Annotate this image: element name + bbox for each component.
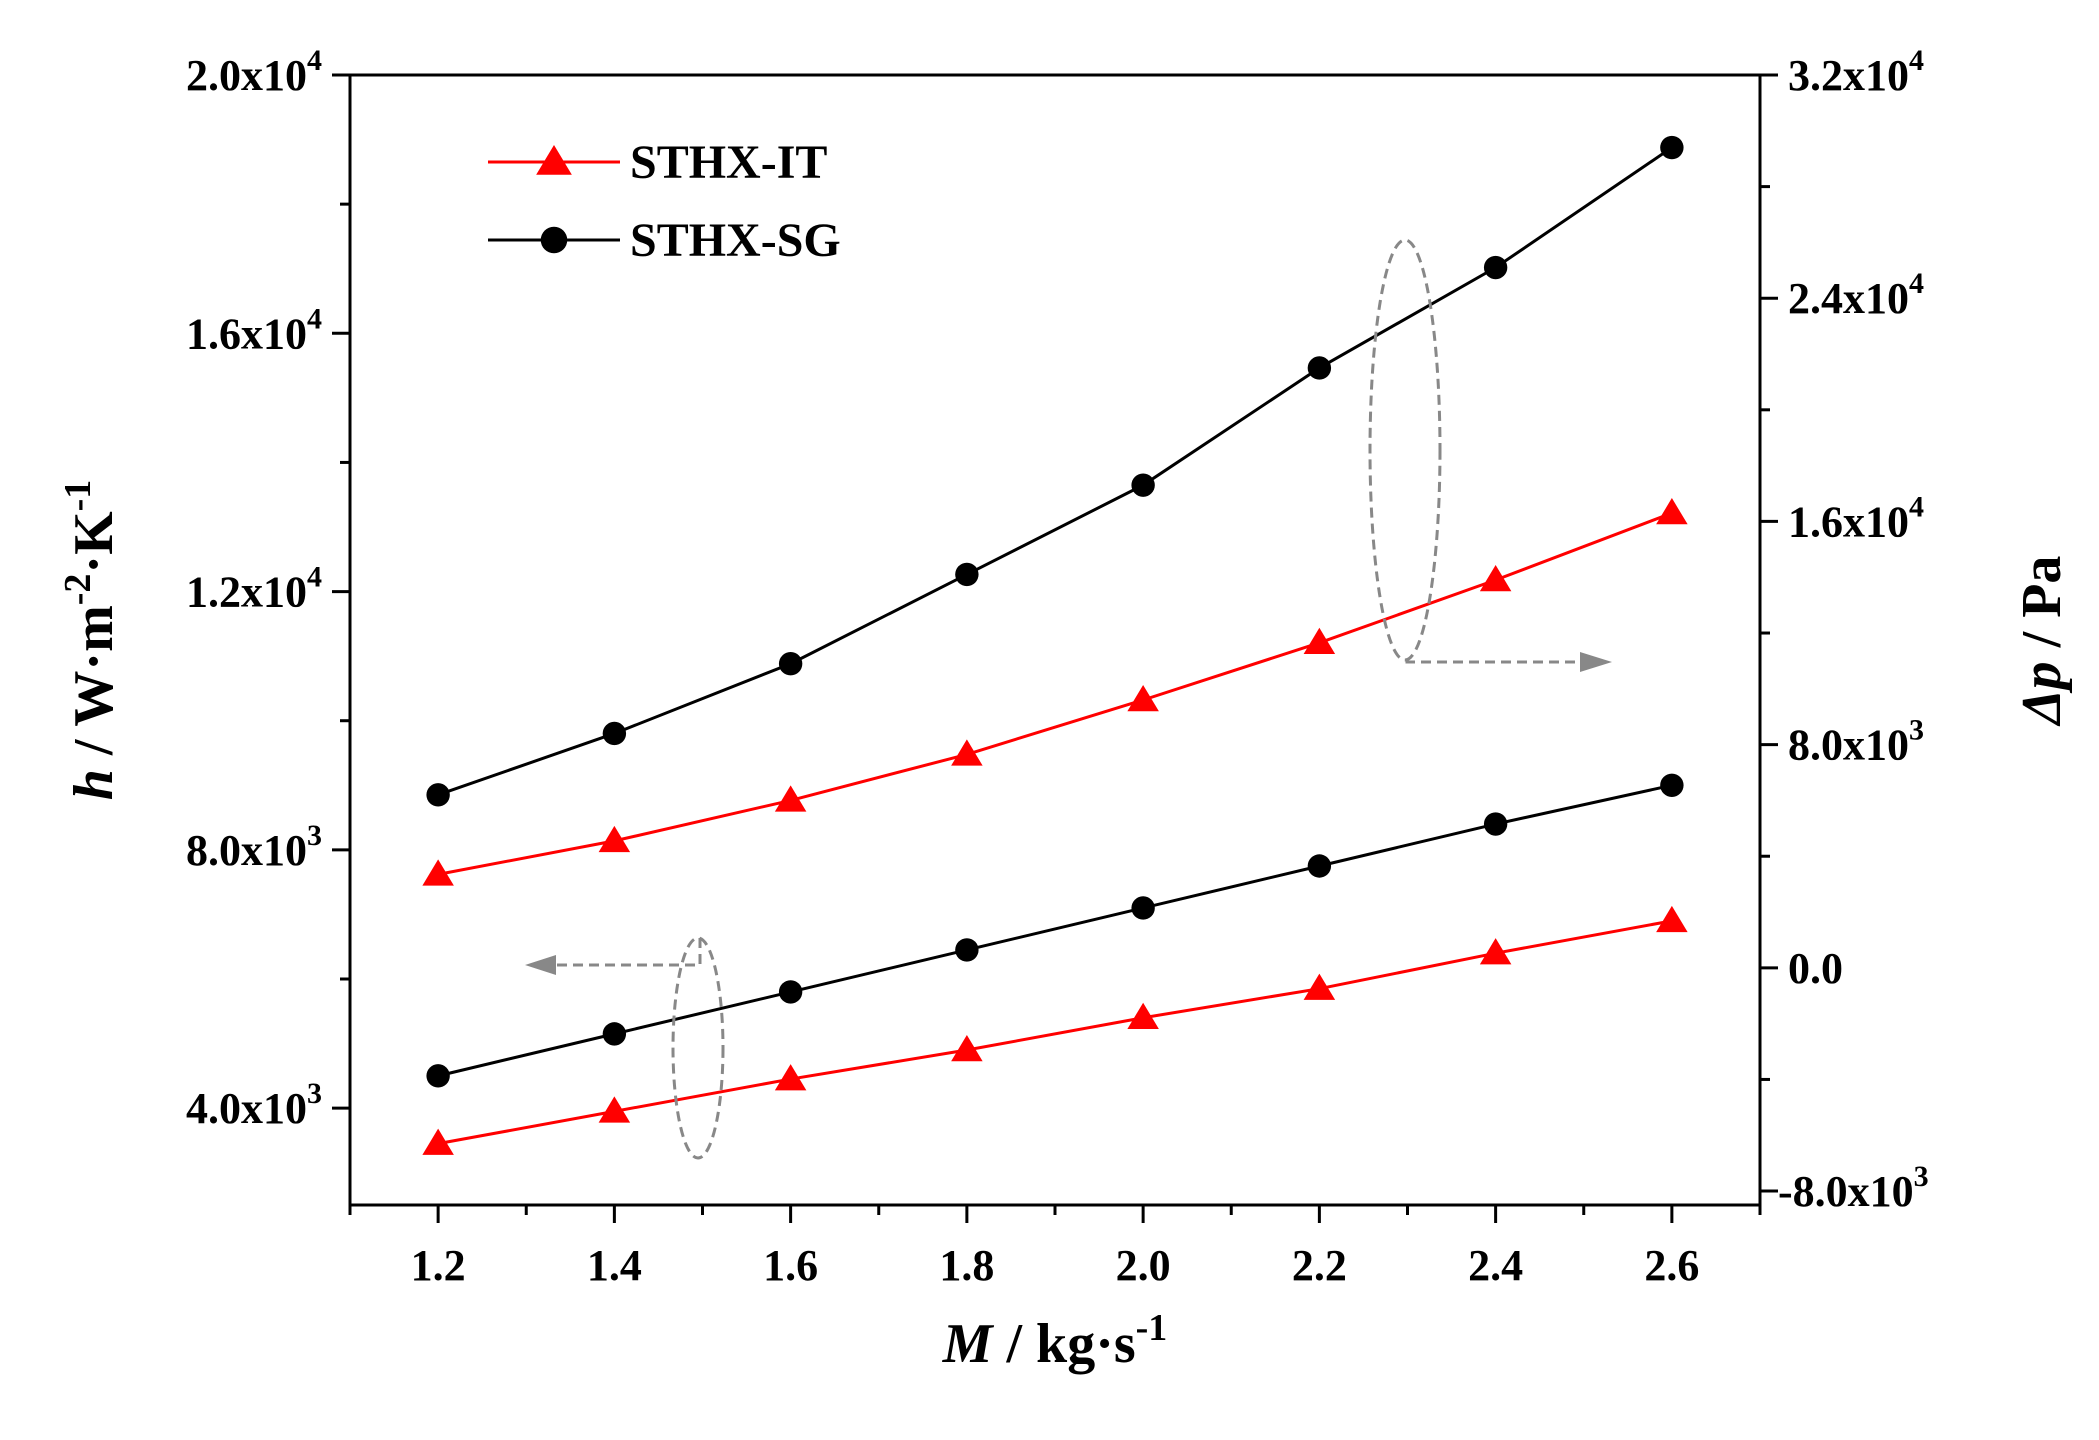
annotation-ellipse-left bbox=[671, 936, 725, 1160]
legend-marker bbox=[540, 226, 568, 254]
y-left-tick-label: 1.2x104 bbox=[186, 561, 322, 617]
triangle-marker bbox=[1479, 565, 1512, 592]
circle-marker bbox=[1131, 896, 1155, 920]
triangle-marker bbox=[1127, 684, 1159, 712]
circle-marker bbox=[1483, 255, 1508, 280]
x-tick-label: 2.2 bbox=[1292, 1241, 1347, 1290]
triangle-marker bbox=[1656, 905, 1688, 933]
circle-marker bbox=[426, 783, 450, 807]
y-right-tick-label: 8.0x103 bbox=[1788, 714, 1924, 770]
legend-entry: STHX-IT bbox=[488, 136, 827, 189]
y-right-tick-label: 0.0 bbox=[1788, 944, 1843, 993]
y-right-tick-label: 1.6x104 bbox=[1788, 490, 1924, 546]
triangle-marker bbox=[422, 859, 454, 886]
x-axis-label: M / kg·s-1 bbox=[942, 1307, 1168, 1375]
legend-label: STHX-SG bbox=[630, 214, 841, 267]
series-line bbox=[437, 919, 1673, 1146]
y-left-tick-label: 2.0x104 bbox=[186, 44, 322, 100]
x-tick-label: 1.2 bbox=[411, 1241, 466, 1290]
x-tick-label: 2.4 bbox=[1468, 1241, 1523, 1290]
x-axis: 1.2 1.4 1.6 1.8 2.0 2.2 2.4 2.6 bbox=[348, 1205, 1762, 1290]
series-line bbox=[437, 511, 1673, 876]
circle-marker bbox=[1307, 356, 1332, 380]
triangle-marker bbox=[1479, 938, 1512, 965]
series-sthx-sg-left bbox=[426, 773, 1684, 1088]
y-axis-left: 4.0x103 8.0x103 1.2x104 1.6x104 2.0x104 bbox=[186, 44, 350, 1133]
triangle-marker bbox=[1656, 498, 1688, 525]
x-tick-label: 1.4 bbox=[587, 1241, 642, 1290]
triangle-marker bbox=[774, 1064, 807, 1091]
triangle-marker bbox=[951, 1035, 983, 1062]
annotation-left-arrow bbox=[525, 936, 725, 1160]
annotation-ellipse-right bbox=[1368, 238, 1442, 662]
series-line bbox=[437, 146, 1673, 797]
circle-marker bbox=[778, 652, 803, 676]
x-tick-label: 2.0 bbox=[1116, 1241, 1171, 1290]
y-left-tick-label: 8.0x103 bbox=[186, 819, 322, 875]
circle-marker bbox=[602, 1022, 627, 1046]
triangle-marker bbox=[598, 825, 631, 853]
x-tick-label: 2.6 bbox=[1644, 1241, 1699, 1290]
y-left-tick-label: 1.6x104 bbox=[186, 302, 322, 358]
annotation-leader-left bbox=[530, 938, 702, 967]
triangle-marker bbox=[422, 1128, 454, 1155]
y-axis-left-label: h / W·m-2·K-1 bbox=[57, 480, 125, 801]
circle-marker bbox=[1131, 473, 1155, 497]
y-right-tick-label: -8.0x103 bbox=[1778, 1160, 1929, 1216]
circle-marker bbox=[955, 562, 979, 587]
legend-entry: STHX-SG bbox=[488, 214, 841, 267]
triangle-marker bbox=[774, 785, 807, 812]
series-line bbox=[437, 783, 1673, 1078]
circle-marker bbox=[1483, 812, 1508, 836]
y-right-tick-label: 3.2x104 bbox=[1788, 44, 1924, 100]
circle-marker bbox=[955, 938, 979, 962]
annotation-leader-right bbox=[1405, 660, 1580, 664]
series-sthx-it-right bbox=[422, 498, 1688, 886]
x-tick-label: 1.6 bbox=[763, 1241, 818, 1290]
series-sthx-it-left bbox=[422, 905, 1688, 1155]
legend-label: STHX-IT bbox=[630, 136, 827, 189]
annotation-right-arrow bbox=[1368, 238, 1612, 672]
series-layer bbox=[422, 135, 1688, 1155]
circle-marker bbox=[602, 721, 627, 746]
y-axis-right-label: Δp / Pa bbox=[2011, 556, 2073, 727]
y-left-tick-label: 4.0x103 bbox=[186, 1077, 322, 1133]
triangle-marker bbox=[1303, 973, 1336, 1000]
legend-marker bbox=[536, 145, 572, 175]
x-tick-label: 1.8 bbox=[939, 1241, 994, 1290]
circle-marker bbox=[778, 980, 803, 1004]
y-right-tick-label: 2.4x104 bbox=[1788, 267, 1924, 323]
circle-marker bbox=[1660, 135, 1684, 160]
triangle-marker bbox=[1127, 1002, 1159, 1029]
circle-marker bbox=[1307, 854, 1332, 878]
y-axis-right: -8.0x103 0.0 8.0x103 1.6x104 2.4x104 3.2x104 bbox=[1760, 44, 1929, 1216]
circle-marker bbox=[1660, 773, 1684, 797]
series-sthx-sg-right bbox=[426, 135, 1684, 807]
triangle-marker bbox=[1303, 627, 1336, 655]
arrowhead-right bbox=[1580, 652, 1612, 672]
triangle-marker bbox=[951, 739, 983, 766]
legend: STHX-IT STHX-SG bbox=[488, 136, 841, 267]
arrowhead-left bbox=[525, 955, 556, 975]
triangle-marker bbox=[598, 1096, 631, 1123]
circle-marker bbox=[426, 1064, 450, 1088]
